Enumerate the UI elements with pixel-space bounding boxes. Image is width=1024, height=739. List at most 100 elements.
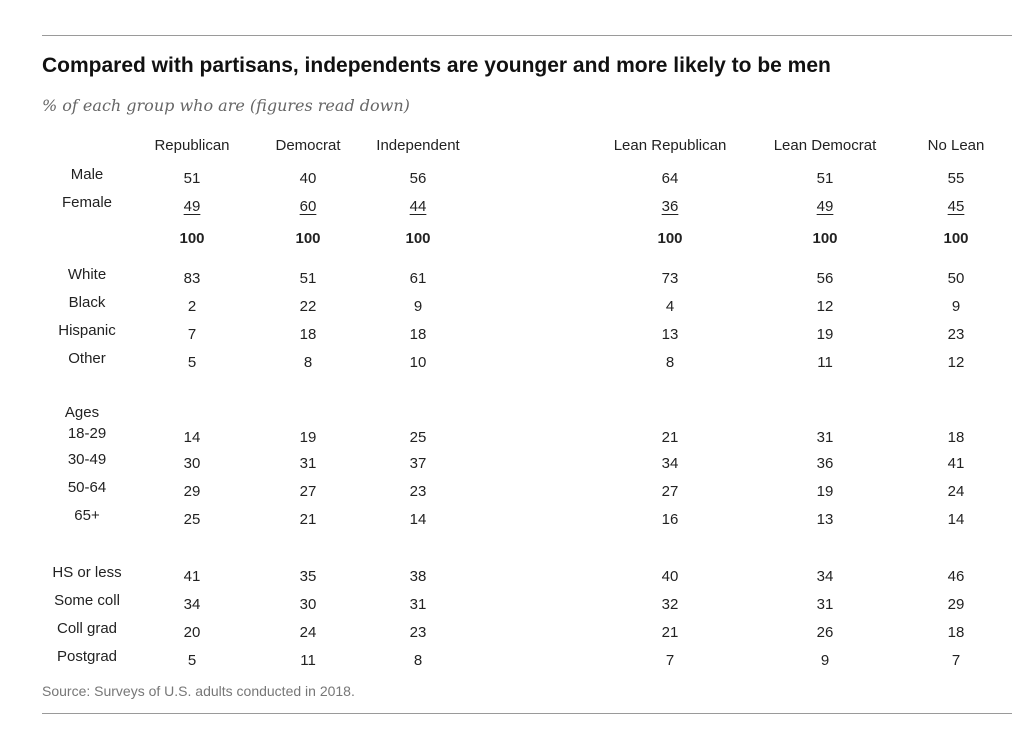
table-cell: 18 xyxy=(409,326,427,343)
table-cell: 60 xyxy=(299,198,317,215)
table-cell: 51 xyxy=(183,170,201,187)
table-cell: 19 xyxy=(816,326,834,343)
table-cell: 11 xyxy=(300,652,316,669)
total-cell: 100 xyxy=(405,230,431,247)
table-cell: 40 xyxy=(661,568,679,585)
group-heading: Ages xyxy=(64,404,100,421)
row-label: Some coll xyxy=(54,592,120,609)
table-cell: 56 xyxy=(816,270,834,287)
bottom-rule xyxy=(42,713,1012,714)
table-cell: 34 xyxy=(183,596,201,613)
table-cell: 18 xyxy=(947,429,965,446)
table-cell: 64 xyxy=(661,170,679,187)
row-label: Hispanic xyxy=(58,322,116,339)
table-cell: 8 xyxy=(303,354,313,371)
table-cell: 26 xyxy=(816,624,834,641)
row-label: Postgrad xyxy=(56,648,118,665)
table-cell: 46 xyxy=(947,568,965,585)
table-cell: 49 xyxy=(816,198,834,215)
table-cell: 31 xyxy=(816,429,834,446)
table-cell: 31 xyxy=(299,455,317,472)
row-label: Coll grad xyxy=(56,620,118,637)
table-cell: 23 xyxy=(947,326,965,343)
table-cell: 34 xyxy=(816,568,834,585)
table-cell: 37 xyxy=(409,455,427,472)
total-cell: 100 xyxy=(943,230,969,247)
table-cell: 24 xyxy=(947,483,965,500)
table-cell: 61 xyxy=(409,270,427,287)
row-label: 18-29 xyxy=(67,425,107,442)
table-cell: 12 xyxy=(947,354,965,371)
table-cell: 8 xyxy=(665,354,675,371)
table-cell: 14 xyxy=(183,429,201,446)
total-cell: 100 xyxy=(812,230,838,247)
total-cell: 100 xyxy=(657,230,683,247)
table-cell: 50 xyxy=(947,270,965,287)
table-cell: 30 xyxy=(299,596,317,613)
table-cell: 34 xyxy=(661,455,679,472)
table-cell: 51 xyxy=(299,270,317,287)
source-note: Source: Surveys of U.S. adults conducted… xyxy=(42,683,355,699)
table-cell: 11 xyxy=(817,354,833,371)
row-label: 50-64 xyxy=(67,479,107,496)
column-header: Democrat xyxy=(275,137,341,154)
table-cell: 21 xyxy=(299,511,317,528)
column-header: No Lean xyxy=(927,137,985,154)
table-cell: 31 xyxy=(816,596,834,613)
table-cell: 7 xyxy=(951,652,961,669)
row-label: Black xyxy=(68,294,106,311)
table-cell: 35 xyxy=(299,568,317,585)
table-cell: 8 xyxy=(413,652,423,669)
table-cell: 36 xyxy=(661,198,679,215)
table-cell: 31 xyxy=(409,596,427,613)
table-cell: 19 xyxy=(299,429,317,446)
table-cell: 24 xyxy=(299,624,317,641)
table-cell: 18 xyxy=(299,326,317,343)
table-cell: 16 xyxy=(661,511,679,528)
row-label: Male xyxy=(70,166,104,183)
table-cell: 49 xyxy=(183,198,201,215)
table-cell: 27 xyxy=(661,483,679,500)
table-cell: 40 xyxy=(299,170,317,187)
table-cell: 41 xyxy=(947,455,965,472)
total-cell: 100 xyxy=(295,230,321,247)
table-cell: 30 xyxy=(183,455,201,472)
table-cell: 27 xyxy=(299,483,317,500)
chart-subtitle: % of each group who are (figures read do… xyxy=(42,96,410,115)
table-cell: 55 xyxy=(947,170,965,187)
column-header: Independent xyxy=(376,137,460,154)
table-cell: 45 xyxy=(947,198,965,215)
table-cell: 23 xyxy=(409,483,427,500)
table-cell: 14 xyxy=(947,511,965,528)
total-cell: 100 xyxy=(179,230,205,247)
column-header: Lean Democrat xyxy=(773,137,877,154)
table-cell: 9 xyxy=(820,652,830,669)
table-cell: 21 xyxy=(661,429,679,446)
table-cell: 5 xyxy=(187,652,197,669)
table-cell: 44 xyxy=(409,198,427,215)
table-cell: 21 xyxy=(661,624,679,641)
row-label: 65+ xyxy=(74,507,100,524)
table-cell: 2 xyxy=(187,298,197,315)
table-cell: 13 xyxy=(661,326,679,343)
table-cell: 13 xyxy=(816,511,834,528)
table-cell: 25 xyxy=(409,429,427,446)
table-cell: 38 xyxy=(409,568,427,585)
table-cell: 73 xyxy=(661,270,679,287)
column-header: Republican xyxy=(154,137,230,154)
column-header: Lean Republican xyxy=(613,137,727,154)
table-cell: 22 xyxy=(299,298,317,315)
table-cell: 12 xyxy=(816,298,834,315)
table-cell: 9 xyxy=(951,298,961,315)
table-cell: 41 xyxy=(183,568,201,585)
table-cell: 23 xyxy=(409,624,427,641)
table-cell: 20 xyxy=(183,624,201,641)
top-rule xyxy=(42,35,1012,36)
table-cell: 25 xyxy=(183,511,201,528)
chart-title: Compared with partisans, independents ar… xyxy=(42,54,831,77)
table-cell: 51 xyxy=(816,170,834,187)
table-cell: 19 xyxy=(816,483,834,500)
row-label: White xyxy=(67,266,107,283)
table-cell: 83 xyxy=(183,270,201,287)
table-cell: 10 xyxy=(409,354,427,371)
